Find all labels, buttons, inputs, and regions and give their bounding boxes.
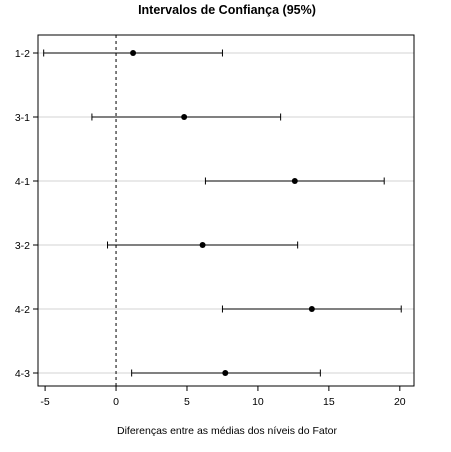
y-tick-label: 3-1 <box>15 112 30 124</box>
y-tick-label: 4-1 <box>15 176 30 188</box>
y-axis: 1-2 3-1 4-1 3-2 4-2 4-3 <box>15 48 38 380</box>
estimate-point-3-2 <box>199 242 206 248</box>
x-tick-label: 15 <box>323 396 335 408</box>
estimate-point-3-1 <box>181 114 188 120</box>
grid-lines <box>38 52 414 374</box>
plot-frame <box>37 34 415 387</box>
x-tick-label: -5 <box>40 396 49 408</box>
x-tick-label: 20 <box>394 396 406 408</box>
estimate-point-4-2 <box>308 306 315 312</box>
y-tick-label: 4-2 <box>15 304 30 316</box>
estimate-point-4-1 <box>291 178 298 184</box>
y-tick-label: 1-2 <box>15 48 30 60</box>
estimate-point-4-3 <box>222 370 229 376</box>
chart-title: Intervalos de Confiança (95%) <box>138 3 316 17</box>
interval-marks <box>43 49 402 377</box>
x-tick-label: 5 <box>184 396 190 408</box>
x-tick-label: 0 <box>113 396 119 408</box>
x-axis: -5 0 5 10 15 20 <box>40 386 406 408</box>
x-axis-label: Diferenças entre as médias dos níveis do… <box>117 425 338 437</box>
estimate-point-1-2 <box>130 50 137 56</box>
y-tick-label: 3-2 <box>15 240 30 252</box>
y-tick-label: 4-3 <box>15 368 30 380</box>
x-tick-label: 10 <box>252 396 264 408</box>
